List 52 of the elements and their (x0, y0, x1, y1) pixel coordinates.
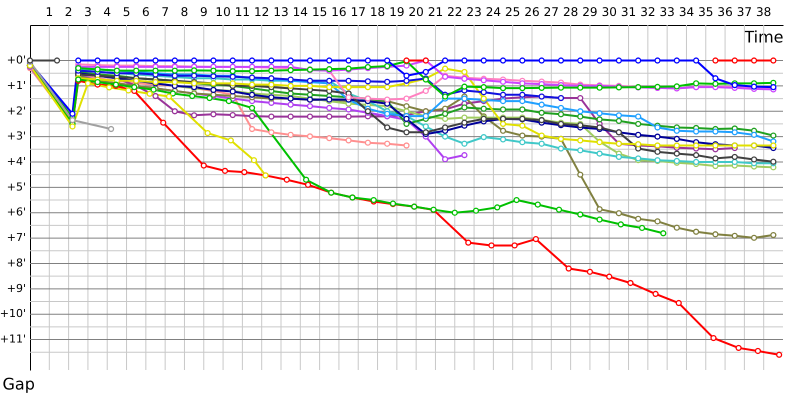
x-tick-label: 15 (312, 5, 328, 19)
x-tick-label: 7 (161, 5, 169, 19)
x-tick-label: 12 (254, 5, 270, 19)
x-tick-label: 31 (620, 5, 636, 19)
y-axis-title: Gap (2, 374, 35, 394)
y-tick-label: +6' (6, 206, 26, 219)
x-tick-label: 30 (602, 5, 617, 19)
y-tick-label: +1' (6, 78, 26, 92)
x-tick-label: 36 (717, 5, 733, 19)
y-tick-label: +7' (6, 231, 26, 244)
x-tick-label: 21 (428, 5, 444, 19)
x-tick-label: 29 (582, 5, 598, 19)
y-tick-label: +9' (6, 282, 26, 295)
x-tick-label: 8 (180, 5, 188, 19)
y-tick-label: +3' (6, 130, 26, 143)
y-tick-label: +2' (6, 104, 26, 118)
x-tick-label: 2 (64, 5, 72, 19)
x-axis-title: Time (743, 28, 784, 46)
x-tick-label: 34 (678, 5, 694, 19)
x-tick-label: 23 (466, 5, 482, 19)
y-tick-label: +0' (6, 54, 26, 67)
x-tick-label: 6 (142, 5, 150, 19)
x-tick-label: 3 (84, 5, 92, 19)
x-tick-label: 10 (215, 5, 231, 19)
x-tick-label: 14 (292, 5, 308, 19)
y-tick-label: +11' (0, 332, 26, 346)
x-tick-label: 5 (122, 5, 130, 19)
x-tick-label: 19 (389, 5, 404, 19)
x-tick-label: 4 (103, 5, 112, 19)
y-tick-label: +8' (6, 256, 26, 270)
x-tick-label: 9 (200, 5, 208, 19)
x-tick-label: 13 (273, 5, 289, 19)
x-tick-label: 26 (524, 5, 540, 19)
x-tick-label: 24 (486, 5, 502, 19)
x-tick-label: 28 (562, 5, 578, 19)
x-tick-label: 25 (505, 5, 520, 19)
x-tick-label: 11 (234, 5, 250, 19)
x-tick-label: 20 (408, 5, 424, 19)
x-tick-label: 17 (350, 5, 366, 19)
x-tick-label: 27 (544, 5, 559, 19)
x-tick-label: 38 (756, 5, 772, 19)
x-tick-label: 33 (660, 5, 675, 19)
y-tick-label: +10' (0, 307, 26, 320)
x-tick-label: 35 (698, 5, 714, 19)
y-tick-label: +4' (6, 154, 26, 168)
x-tick-label: 18 (370, 5, 386, 19)
x-tick-label: 22 (447, 5, 462, 19)
x-tick-label: 37 (736, 5, 752, 19)
y-tick-label: +5' (6, 180, 26, 194)
x-tick-label: 16 (331, 5, 347, 19)
x-tick-label: 1 (45, 5, 54, 19)
x-tick-label: 32 (640, 5, 656, 19)
